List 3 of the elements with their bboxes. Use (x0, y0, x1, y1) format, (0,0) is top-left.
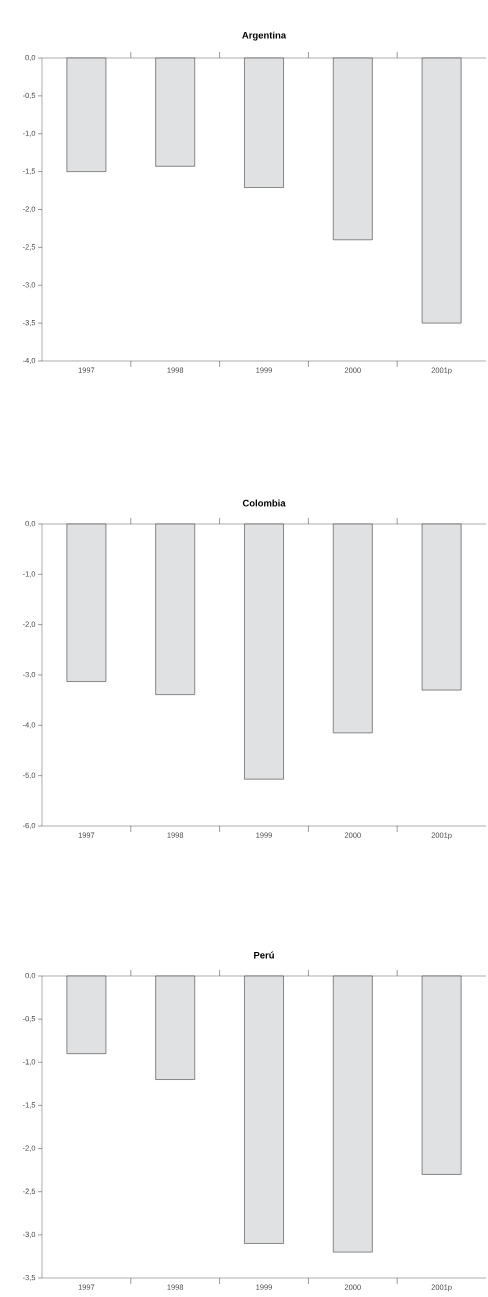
chart-title: Colombia (242, 499, 286, 507)
chart-title: Argentina (242, 31, 287, 41)
chart-title: Perú (254, 951, 274, 959)
